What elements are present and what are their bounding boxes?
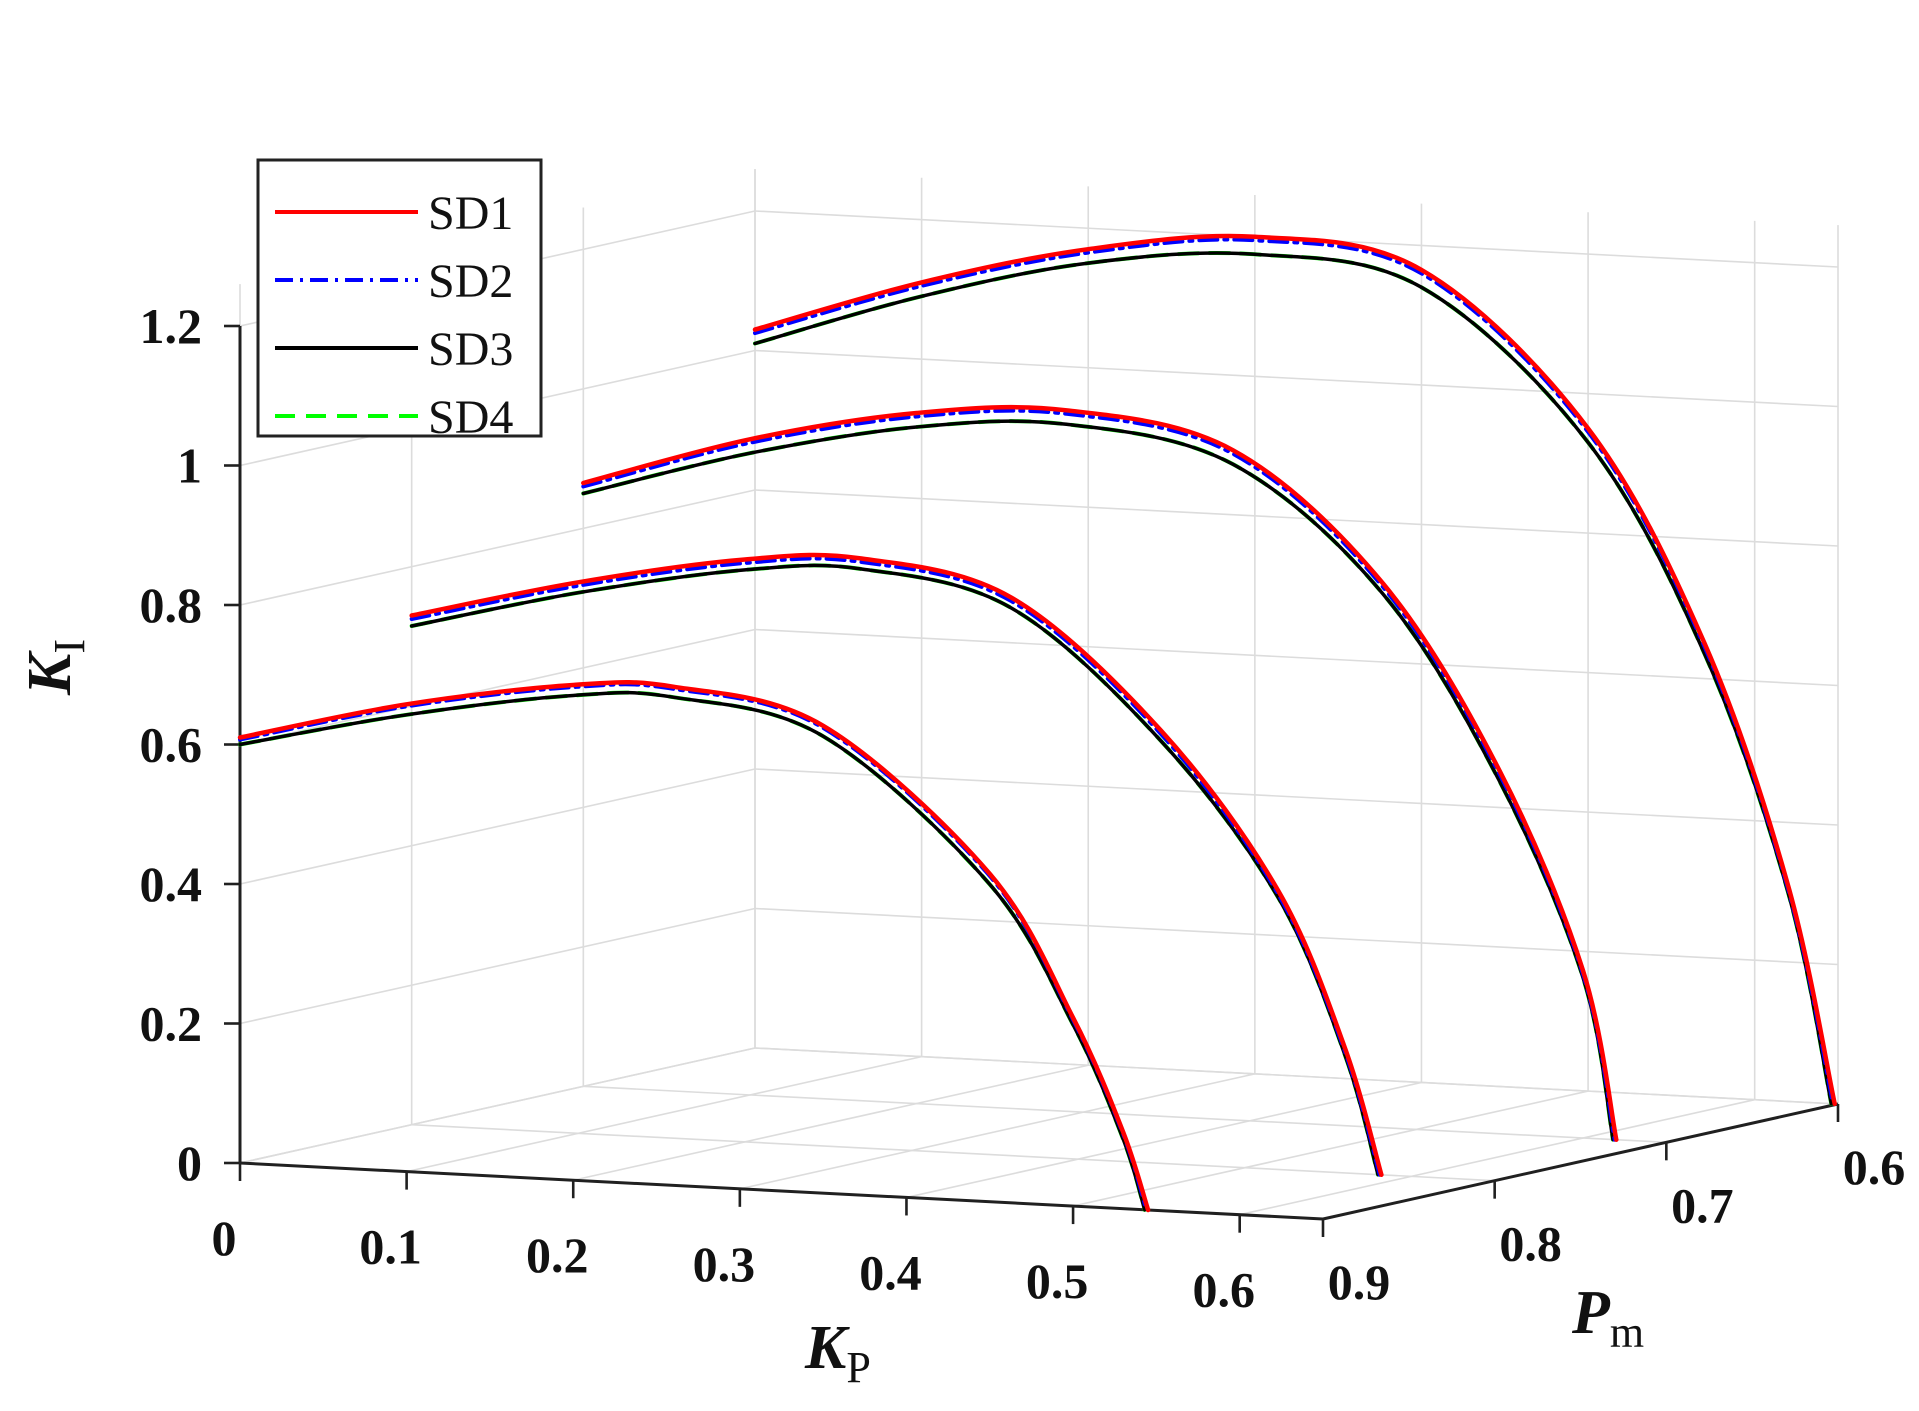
grid-line-floor <box>906 1081 1422 1199</box>
axes <box>238 326 1839 1221</box>
series-curve-sd3 <box>753 251 1834 1106</box>
x-tick-label: 0.6 <box>1192 1262 1255 1318</box>
series-curve-sd2 <box>409 556 1382 1177</box>
grid-line-floor <box>1072 1090 1589 1207</box>
x-tick-label: 0.3 <box>693 1236 756 1292</box>
x-axis-label: KP <box>804 1314 871 1392</box>
y-tick-label: 0.8 <box>1499 1216 1562 1272</box>
grid-line-back-wall <box>754 907 1839 966</box>
z-tick-label: 0.6 <box>140 717 203 773</box>
grid-line-side-wall <box>239 628 756 746</box>
y-axis-line <box>1322 1102 1839 1221</box>
series-curve-sd2 <box>238 682 1149 1212</box>
y-tick-label: 0.9 <box>1328 1254 1391 1310</box>
series-curve-sd4 <box>581 419 1615 1142</box>
series-curve-sd1 <box>581 404 1619 1142</box>
z-tick-label: 1.2 <box>140 298 203 354</box>
x-tick-label: 0.5 <box>1026 1253 1089 1309</box>
series-curve-sd4 <box>409 563 1380 1177</box>
x-tick-label: 0.4 <box>859 1244 922 1300</box>
z-tick-label: 0.2 <box>140 996 203 1052</box>
x-axis-line <box>239 1161 1324 1221</box>
grid-line-floor <box>739 1073 1256 1190</box>
series-curve-sd4 <box>753 250 1834 1106</box>
grid-line-back-wall <box>754 768 1839 826</box>
grid-line-back-wall <box>754 349 1839 408</box>
legend-item-sd4: SD4 <box>275 391 513 444</box>
tick-labels: 0 0.1 0.2 0.3 0.4 0.5 0.6 0.6 0.7 0.8 0.9 0 0.2 0.4 0.… <box>140 298 1906 1318</box>
z-tick-label: 0 <box>177 1135 202 1191</box>
series-sd1 <box>237 233 1837 1213</box>
series-curve-sd1 <box>409 552 1384 1178</box>
legend-label: SD4 <box>428 391 513 444</box>
x-tick-label: 0.2 <box>526 1227 589 1283</box>
tick-marks <box>224 324 1840 1237</box>
grid-line-floor <box>573 1064 1089 1182</box>
z-axis-label: KI <box>16 639 94 696</box>
legend-label: SD1 <box>428 187 513 240</box>
series-curve-sd3 <box>581 419 1615 1142</box>
series-curve-sd2 <box>753 237 1835 1106</box>
grid-line-back-wall <box>754 489 1839 547</box>
grid-line-floor <box>411 1123 1495 1182</box>
grid-line-floor <box>406 1055 922 1173</box>
legend: SD1 SD2 SD3 SD4 <box>256 158 543 444</box>
legend-item-sd1: SD1 <box>275 187 513 240</box>
grid-line-side-wall <box>239 768 756 885</box>
grid-line-back-wall <box>754 1047 1839 1105</box>
grid-line-floor <box>1239 1098 1755 1216</box>
series-curve-sd3 <box>409 563 1380 1177</box>
series-curve-sd1 <box>752 233 1837 1107</box>
legend-label: SD2 <box>428 255 513 308</box>
x-tick-label: 0 <box>212 1210 237 1266</box>
series-curves <box>237 233 1837 1213</box>
legend-item-sd3: SD3 <box>275 323 513 376</box>
series-curve-sd2 <box>581 408 1617 1142</box>
y-axis-label: Pm <box>1571 1279 1644 1357</box>
grid-line-side-wall <box>239 907 756 1025</box>
y-tick-label: 0.7 <box>1671 1177 1734 1233</box>
legend-item-sd2: SD2 <box>275 255 513 308</box>
grid-line-side-wall <box>239 489 756 606</box>
grid-line-floor <box>583 1085 1667 1144</box>
grid-line-side-wall <box>239 1047 756 1164</box>
series-curve-sd1 <box>237 679 1151 1213</box>
z-tick-label: 1 <box>177 438 202 494</box>
y-tick-label: 0.6 <box>1843 1139 1906 1195</box>
x-tick-label: 0.1 <box>359 1219 422 1275</box>
grid-line-back-wall <box>754 628 1839 687</box>
legend-box <box>256 158 543 438</box>
z-tick-label: 0.8 <box>140 577 203 633</box>
legend-label: SD3 <box>428 323 513 376</box>
z-tick-label: 0.4 <box>140 856 203 912</box>
